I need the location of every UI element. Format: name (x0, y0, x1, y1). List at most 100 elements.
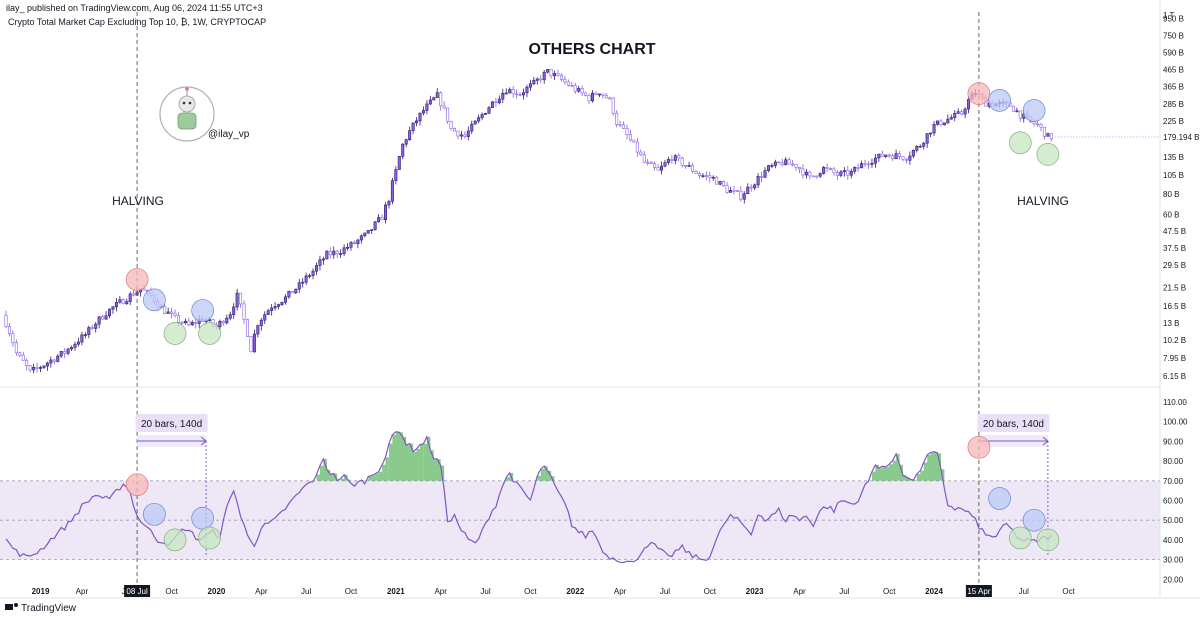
price-tick-label: 13 B (1163, 319, 1179, 328)
time-tick-label: 2022 (566, 587, 584, 596)
candle-body (649, 162, 653, 165)
measure-label: 20 bars, 140d (141, 419, 202, 430)
rsi-tick-label: 80.00 (1163, 457, 1184, 466)
candle-body (218, 320, 222, 327)
candle-body (942, 122, 946, 126)
time-tick-label: Apr (793, 587, 806, 596)
halving-label-left: HALVING (112, 194, 164, 208)
candle-body (228, 314, 232, 319)
candle-body (484, 112, 488, 115)
candle-body (418, 112, 422, 122)
candle-body (601, 93, 605, 96)
author-handle: @ilay_vp (208, 129, 250, 140)
time-highlight-box (965, 585, 992, 597)
time-tick-label: 2024 (925, 587, 943, 596)
candle-body (746, 186, 750, 195)
candle-body (256, 325, 260, 335)
candle-body (835, 172, 839, 176)
time-tick-label: Apr (76, 587, 89, 596)
rsi-overbought-fill (316, 431, 945, 481)
price-tick-label: 135 B (1163, 153, 1184, 162)
candle-body (377, 217, 381, 223)
candle-body (25, 360, 29, 366)
candle-body (446, 107, 450, 122)
rsi-tick-label: 60.00 (1163, 497, 1184, 506)
candle-body (270, 307, 274, 311)
candle-body (566, 81, 570, 86)
candle-body (804, 171, 808, 176)
candle-body (673, 155, 677, 161)
candle-body (1032, 121, 1036, 125)
candle-body (18, 352, 22, 356)
candle-body (232, 306, 236, 315)
candle-body (80, 334, 84, 343)
candle-body (349, 242, 353, 248)
price-tick-label: 465 B (1163, 65, 1184, 74)
candle-body (722, 181, 726, 186)
price-tick-label: 6.15 B (1163, 372, 1186, 381)
candle-body (421, 110, 425, 114)
price-tick-label: 10.2 B (1163, 336, 1186, 345)
candle-body (615, 112, 619, 125)
candle-body (177, 315, 181, 323)
blue-price-circle (1022, 99, 1046, 122)
avatar-antenna-tip-icon (185, 87, 189, 91)
candle-body (946, 118, 950, 124)
candle-body (411, 122, 415, 131)
candle-body (870, 162, 874, 165)
candle-body (753, 184, 757, 189)
candle-body (352, 242, 356, 245)
candle-body (497, 98, 501, 104)
candle-body (891, 155, 895, 160)
green-price-circle (163, 322, 187, 345)
candle-body (404, 139, 408, 145)
time-highlight-box (124, 585, 151, 597)
candle-body (956, 111, 960, 114)
candle-body (742, 193, 746, 200)
brand-text: TradingView (21, 603, 77, 614)
green-rsi-circle (1036, 528, 1060, 552)
candle-body (604, 94, 608, 99)
candle-body (249, 336, 253, 353)
candle-body (321, 258, 325, 261)
candle-body (304, 275, 308, 283)
candle-body (4, 314, 8, 327)
candle-body (597, 93, 601, 96)
candle-body (166, 311, 170, 314)
measure-label-box (135, 414, 208, 432)
candle-body (632, 139, 636, 143)
candle-body (442, 105, 446, 109)
candle-body (829, 168, 833, 170)
candle-body (949, 117, 953, 120)
candle-body (439, 92, 443, 107)
time-tick-label: 2019 (32, 587, 50, 596)
candle-body (587, 94, 591, 102)
candle-body (704, 175, 708, 177)
price-tick-label: 105 B (1163, 171, 1184, 180)
candle-body (518, 94, 522, 96)
candle-body (887, 154, 891, 157)
candle-body (428, 99, 432, 105)
candle-body (839, 171, 843, 176)
candle-body (366, 230, 370, 234)
red-price-circle (967, 82, 991, 105)
candle-body (515, 93, 519, 96)
candle-body (718, 181, 722, 185)
candle-body (21, 354, 25, 361)
candle-body (784, 159, 788, 166)
candle-body (290, 290, 294, 294)
candle-body (1011, 105, 1015, 112)
tradingview-logo (5, 603, 18, 610)
time-tick-label: 2021 (387, 587, 405, 596)
time-highlight-label: 08 Jul (126, 587, 148, 596)
candle-body (108, 308, 112, 317)
candle-body (546, 69, 550, 73)
candle-body (235, 292, 239, 308)
candle-body (394, 169, 398, 181)
candle-body (342, 247, 346, 254)
candle-body (749, 186, 753, 189)
candle-body (853, 167, 857, 172)
price-tick-label: 950 B (1163, 15, 1184, 24)
candle-body (511, 89, 515, 95)
